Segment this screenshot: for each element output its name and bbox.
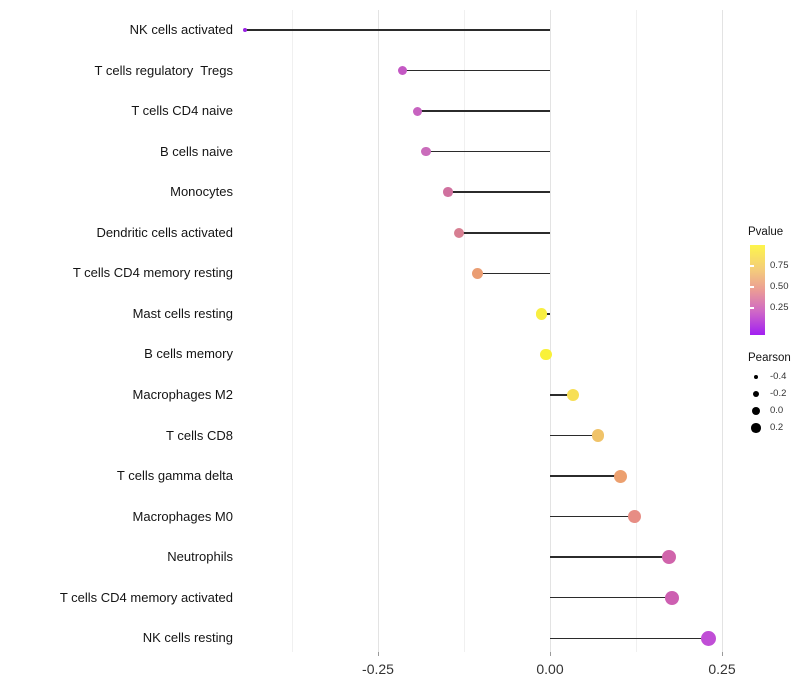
category-label: Macrophages M0 — [132, 508, 233, 524]
lollipop-stem — [550, 556, 670, 558]
gridline-major — [377, 10, 379, 652]
data-point — [665, 590, 680, 605]
x-axis-tick — [721, 652, 723, 656]
data-point — [412, 106, 422, 116]
pvalue-tick-label: 0.75 — [770, 260, 789, 271]
x-axis-tick-label: -0.25 — [362, 661, 394, 677]
data-point — [243, 28, 248, 32]
data-point — [566, 388, 579, 401]
pearson-legend-dot — [752, 390, 760, 398]
lollipop-stem — [426, 150, 550, 153]
x-axis-tick — [549, 652, 551, 656]
lollipop-stem — [459, 232, 550, 234]
pvalue-tick-label: 0.25 — [770, 302, 789, 313]
data-point — [662, 550, 677, 565]
data-point — [454, 227, 465, 238]
gridline-major — [549, 10, 551, 652]
gridline-minor — [291, 10, 293, 652]
lollipop-stem — [550, 394, 573, 396]
pearson-legend-label: -0.2 — [770, 388, 787, 399]
category-label: Dendritic cells activated — [96, 224, 233, 240]
pearson-legend-dot — [753, 374, 759, 380]
category-label: Neutrophils — [167, 549, 233, 565]
pearson-legend-label: -0.4 — [770, 371, 787, 382]
category-label: Monocytes — [170, 184, 233, 200]
x-axis-tick-label: 0.00 — [536, 661, 564, 677]
pearson-legend-dot — [751, 423, 761, 433]
data-point — [627, 509, 642, 524]
gridline-minor — [463, 10, 465, 652]
pvalue-gradient-tick — [750, 286, 754, 288]
data-point — [471, 267, 483, 279]
category-label: NK cells resting — [142, 630, 233, 646]
lollipop-stem — [550, 434, 599, 437]
pearson-legend-label: 0.0 — [770, 405, 784, 416]
x-axis-tick-label: 0.25 — [708, 661, 736, 677]
lollipop-stem — [245, 29, 550, 31]
category-label: T cells CD4 naive — [131, 103, 233, 119]
pearson-legend-label: 0.2 — [770, 422, 784, 433]
pvalue-gradient-tick — [750, 307, 754, 309]
category-label: B cells naive — [160, 143, 233, 159]
data-point — [540, 348, 552, 361]
pearson-legend-dot — [751, 406, 761, 416]
pvalue-gradient-tick — [750, 265, 754, 267]
category-label: T cells gamma delta — [116, 468, 233, 484]
data-point — [397, 66, 407, 76]
lollipop-stem — [417, 110, 550, 112]
x-axis-tick — [377, 652, 379, 656]
lollipop-stem — [402, 69, 550, 72]
data-point — [614, 469, 628, 483]
data-point — [443, 187, 453, 197]
category-label: T cells CD8 — [166, 427, 233, 443]
category-label: Macrophages M2 — [132, 386, 233, 402]
gridline-major — [721, 10, 723, 652]
lollipop-stem — [550, 637, 709, 639]
pvalue-legend: Pvalue 0.75 0.50 0.25 — [744, 222, 800, 344]
category-label: T cells regulatory Tregs — [94, 62, 233, 78]
gridline-minor — [635, 10, 637, 652]
pvalue-legend-title: Pvalue — [748, 226, 784, 238]
pvalue-gradient-bar — [750, 245, 765, 335]
data-point — [700, 630, 716, 646]
data-point — [535, 308, 548, 320]
category-label: B cells memory — [144, 346, 233, 362]
lollipop-stem — [550, 475, 621, 477]
pearson-legend: Pearson -0.4 -0.2 0.0 0.2 — [744, 348, 800, 440]
pvalue-tick-label: 0.50 — [770, 281, 789, 292]
lollipop-stem — [550, 515, 635, 518]
lollipop-stem — [477, 272, 550, 275]
data-point — [421, 146, 431, 157]
data-point — [591, 429, 605, 442]
lollipop-stem — [550, 596, 673, 599]
pearson-legend-title: Pearson — [748, 352, 791, 364]
category-label: NK cells activated — [129, 22, 233, 37]
lollipop-stem — [448, 191, 550, 193]
category-label: T cells CD4 memory activated — [59, 589, 233, 605]
category-label: T cells CD4 memory resting — [72, 265, 233, 281]
category-label: Mast cells resting — [132, 305, 233, 321]
